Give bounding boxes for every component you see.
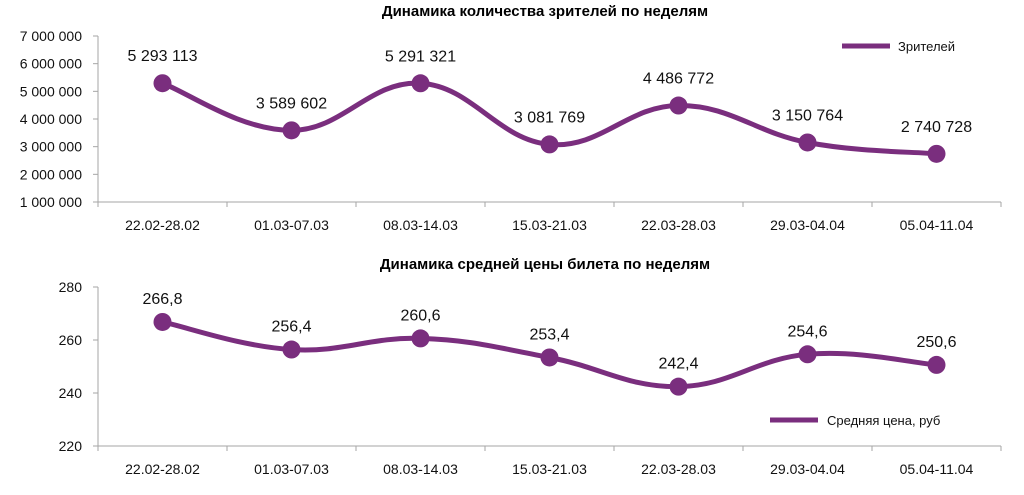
x-tick-label: 29.03-04.04: [770, 461, 845, 477]
data-label: 260,6: [400, 307, 440, 324]
data-label: 254,6: [787, 323, 827, 340]
x-tick-label: 22.03-28.03: [641, 461, 716, 477]
data-point: [153, 312, 172, 331]
data-label: 242,4: [658, 356, 698, 373]
x-tick-label: 08.03-14.03: [383, 217, 458, 233]
data-point: [669, 377, 688, 396]
x-tick-label: 22.03-28.03: [641, 217, 716, 233]
data-point: [153, 74, 172, 93]
data-label: 4 486 772: [643, 71, 714, 88]
chart-title: Динамика количества зрителей по неделям: [382, 3, 708, 20]
y-tick-label: 2 000 000: [20, 166, 82, 182]
data-label: 3 150 764: [772, 107, 843, 124]
legend-label: Зрителей: [898, 39, 955, 54]
y-tick-label: 260: [59, 332, 83, 348]
x-tick-label: 15.03-21.03: [512, 461, 587, 477]
y-tick-label: 3 000 000: [20, 139, 82, 155]
y-tick-label: 7 000 000: [20, 28, 82, 44]
chart-0: Динамика количества зрителей по неделям 1…: [20, 3, 1002, 233]
data-point: [927, 355, 946, 374]
x-tick-label: 29.03-04.04: [770, 217, 845, 233]
data-label: 266,8: [142, 291, 182, 308]
data-point: [282, 121, 301, 140]
data-point: [669, 96, 688, 115]
data-label: 3 589 602: [256, 95, 327, 112]
data-label: 256,4: [271, 319, 311, 336]
data-label: 2 740 728: [901, 119, 972, 136]
x-tick-label: 01.03-07.03: [254, 461, 329, 477]
y-tick-label: 220: [59, 438, 83, 454]
x-tick-label: 22.02-28.02: [125, 217, 200, 233]
y-tick-label: 6 000 000: [20, 56, 82, 72]
data-point: [798, 345, 817, 364]
data-label: 5 293 113: [128, 48, 198, 65]
x-tick-label: 05.04-11.04: [900, 461, 974, 477]
chart-title: Динамика средней цены билета по неделям: [380, 256, 710, 273]
y-tick-label: 5 000 000: [20, 83, 82, 99]
y-tick-label: 1 000 000: [20, 194, 82, 210]
x-tick-label: 05.04-11.04: [900, 217, 974, 233]
data-point: [798, 133, 817, 152]
x-tick-label: 15.03-21.03: [512, 217, 587, 233]
data-label: 3 081 769: [514, 109, 585, 126]
x-tick-label: 22.02-28.02: [125, 461, 200, 477]
data-point: [540, 135, 559, 154]
data-label: 253,4: [529, 326, 569, 343]
data-point: [411, 329, 430, 348]
x-tick-label: 08.03-14.03: [383, 461, 458, 477]
data-point: [411, 74, 430, 93]
data-point: [540, 348, 559, 367]
y-tick-label: 4 000 000: [20, 111, 82, 127]
y-tick-label: 240: [59, 385, 83, 401]
legend-label: Средняя цена, руб: [827, 413, 940, 428]
y-tick-label: 280: [59, 279, 83, 295]
data-point: [927, 144, 946, 163]
data-label: 5 291 321: [385, 48, 456, 65]
x-tick-label: 01.03-07.03: [254, 217, 329, 233]
chart-1: Динамика средней цены билета по неделям 2…: [59, 256, 1002, 477]
data-point: [282, 340, 301, 359]
data-label: 250,6: [916, 334, 956, 351]
